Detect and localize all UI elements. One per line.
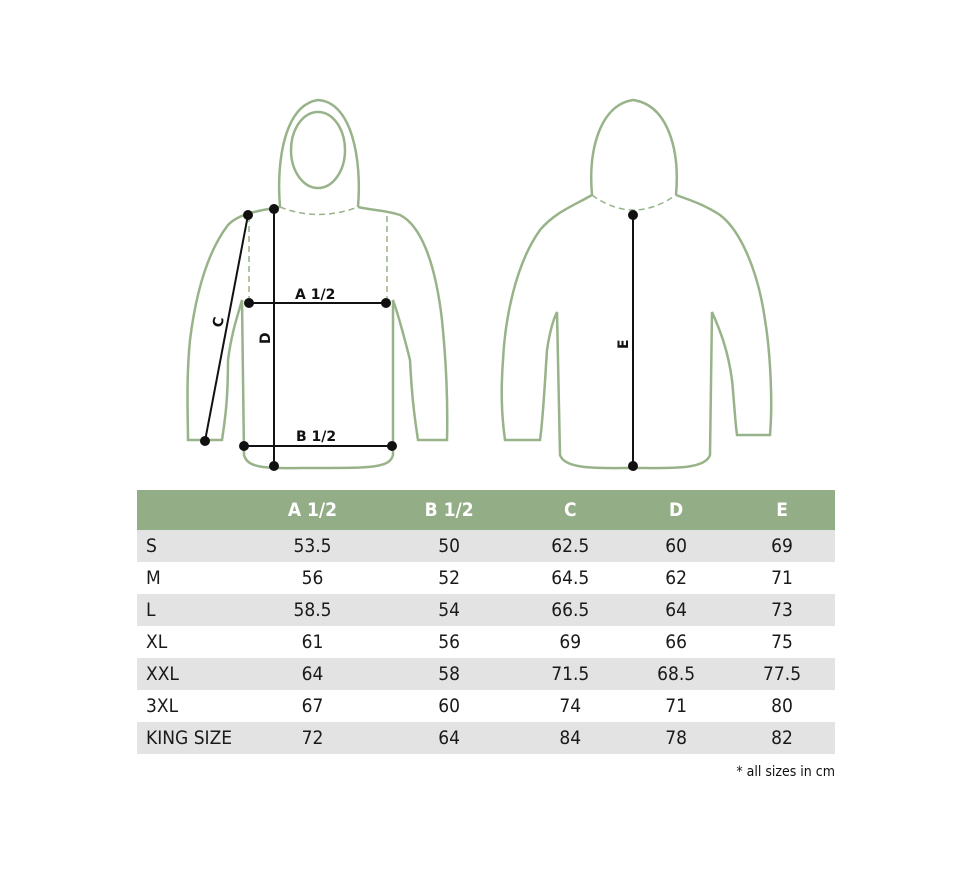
value-cell: 72 bbox=[244, 722, 381, 754]
table-row: XXL 64 58 71.5 68.5 77.5 bbox=[137, 658, 835, 690]
neckline-dashed bbox=[248, 206, 388, 298]
value-cell: 56 bbox=[438, 631, 461, 653]
value-cell: 56 bbox=[301, 567, 324, 589]
header-size bbox=[137, 490, 244, 530]
header-b: B 1/2 bbox=[380, 490, 518, 530]
size-cell: L bbox=[137, 594, 244, 626]
front-measurements bbox=[200, 204, 397, 471]
table-row: S 53.5 50 62.5 60 69 bbox=[137, 530, 835, 562]
table-row: XL 61 56 69 66 75 bbox=[137, 626, 835, 658]
value-cell: 50 bbox=[380, 530, 518, 562]
size-cell: KING SIZE bbox=[137, 722, 244, 754]
value-cell: 68.5 bbox=[623, 658, 730, 690]
label-b: B 1/2 bbox=[296, 429, 336, 445]
header-c: C bbox=[517, 490, 624, 530]
value-cell: 67 bbox=[301, 695, 324, 717]
value-cell: 54 bbox=[380, 594, 518, 626]
size-cell: 3XL bbox=[146, 695, 179, 717]
table-header-row: A 1/2 B 1/2 C D E bbox=[137, 490, 835, 530]
back-hoodie bbox=[500, 98, 773, 470]
front-hood bbox=[277, 98, 361, 208]
value-cell: 64.5 bbox=[551, 567, 590, 589]
value-cell: 62 bbox=[665, 567, 688, 589]
value-cell: 77.5 bbox=[729, 658, 835, 690]
header-e: E bbox=[729, 490, 835, 530]
back-hood bbox=[590, 98, 678, 196]
table-row: L 58.5 54 66.5 64 73 bbox=[137, 594, 835, 626]
value-cell: 64 bbox=[623, 594, 730, 626]
value-cell: 66.5 bbox=[517, 594, 624, 626]
value-cell: 71 bbox=[771, 567, 793, 589]
measure-c bbox=[204, 214, 249, 442]
header-d: D bbox=[623, 490, 730, 530]
size-cell: M bbox=[146, 567, 161, 589]
value-cell: 53.5 bbox=[244, 530, 381, 562]
value-cell: 80 bbox=[771, 695, 793, 717]
value-cell: 75 bbox=[771, 631, 793, 653]
value-cell: 64 bbox=[380, 722, 518, 754]
size-cell: S bbox=[137, 530, 244, 562]
face-opening bbox=[289, 110, 347, 190]
back-neckline-dashed bbox=[591, 194, 677, 211]
label-e: E bbox=[616, 339, 632, 349]
value-cell: 74 bbox=[559, 695, 582, 717]
back-measurements bbox=[628, 210, 638, 471]
value-cell: 66 bbox=[665, 631, 688, 653]
value-cell: 58 bbox=[380, 658, 518, 690]
table-row: KING SIZE 72 64 84 78 82 bbox=[137, 722, 835, 754]
label-d: D bbox=[258, 332, 274, 344]
table-row: M 56 52 64.5 62 71 bbox=[137, 562, 835, 594]
value-cell: 69 bbox=[729, 530, 835, 562]
table-row: 3XL 67 60 74 71 80 bbox=[137, 690, 835, 722]
value-cell: 84 bbox=[517, 722, 624, 754]
value-cell: 52 bbox=[438, 567, 461, 589]
value-cell: 71.5 bbox=[517, 658, 624, 690]
value-cell: 71 bbox=[665, 695, 688, 717]
header-a: A 1/2 bbox=[244, 490, 381, 530]
front-hoodie bbox=[186, 98, 449, 470]
value-cell: 60 bbox=[623, 530, 730, 562]
value-cell: 73 bbox=[729, 594, 835, 626]
front-hoodie-outline bbox=[186, 205, 449, 470]
label-c: C bbox=[210, 316, 228, 329]
value-cell: 82 bbox=[729, 722, 835, 754]
value-cell: 60 bbox=[438, 695, 461, 717]
back-hoodie-outline bbox=[500, 193, 773, 470]
value-cell: 62.5 bbox=[517, 530, 624, 562]
units-note: * all sizes in cm bbox=[736, 764, 835, 780]
value-cell: 61 bbox=[301, 631, 324, 653]
value-cell: 58.5 bbox=[244, 594, 381, 626]
value-cell: 69 bbox=[559, 631, 582, 653]
size-cell: XXL bbox=[137, 658, 244, 690]
label-a: A 1/2 bbox=[295, 287, 335, 303]
size-cell: XL bbox=[146, 631, 168, 653]
value-cell: 78 bbox=[623, 722, 730, 754]
value-cell: 64 bbox=[244, 658, 381, 690]
size-table: A 1/2 B 1/2 C D E S 53.5 50 62.5 60 69 M 56 52 64… bbox=[137, 490, 835, 754]
hoodie-diagram: A 1/2 B 1/2 C D E bbox=[186, 98, 773, 471]
